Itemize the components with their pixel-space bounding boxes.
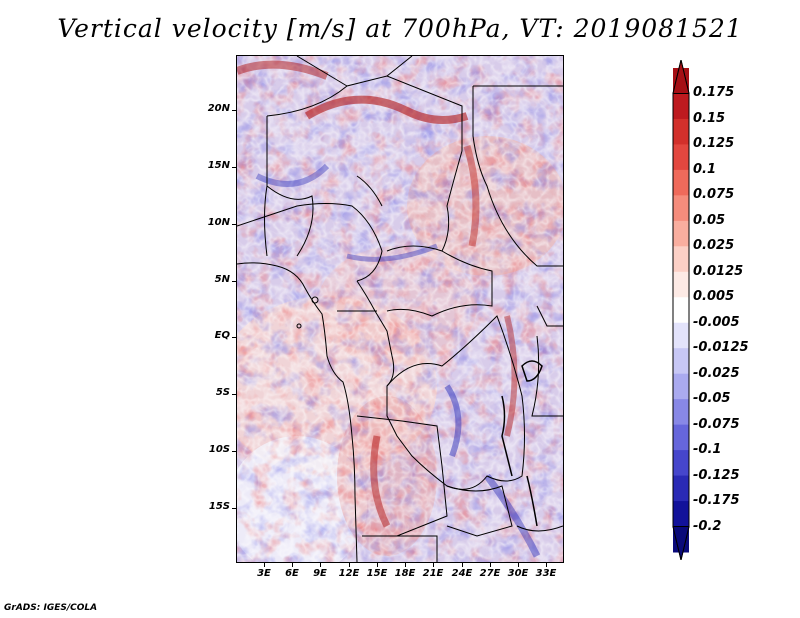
lon-tick	[264, 563, 265, 567]
colorbar-label: 0.005	[693, 289, 735, 305]
lon-tick	[462, 563, 463, 567]
lat-label: 15N	[207, 160, 230, 171]
lon-tick	[377, 563, 378, 567]
colorbar-segment	[673, 195, 689, 222]
lat-label: 5N	[214, 274, 230, 285]
colorbar-segment	[673, 246, 689, 273]
lat-label: EQ	[214, 330, 230, 341]
colorbar-segment	[673, 501, 689, 528]
lon-label: 21E	[422, 568, 444, 579]
colorbar-bottom-arrow	[672, 526, 690, 561]
colorbar-label: 0.025	[693, 238, 735, 254]
colorbar-segment	[673, 220, 689, 247]
colorbar-segment	[673, 450, 689, 477]
lat-label: 5S	[215, 387, 230, 398]
colorbar-label: -0.075	[693, 416, 740, 432]
lon-label: 18E	[394, 568, 416, 579]
velocity-map	[236, 55, 564, 563]
lat-label: 15S	[208, 501, 230, 512]
colorbar-label: 0.125	[693, 136, 735, 152]
lon-label: 3E	[257, 568, 271, 579]
colorbar-segment	[673, 169, 689, 196]
colorbar-label: 0.05	[693, 212, 726, 228]
colorbar-segment	[673, 475, 689, 502]
colorbar-segment	[673, 297, 689, 324]
colorbar-segment	[673, 373, 689, 400]
colorbar-label: -0.1	[693, 442, 722, 458]
colorbar-segment	[673, 322, 689, 349]
lon-label: 24E	[451, 568, 473, 579]
lon-label: 33E	[535, 568, 557, 579]
colorbar-segment	[673, 271, 689, 298]
colorbar-label: -0.175	[693, 493, 740, 509]
colorbar-label: 0.0125	[693, 263, 744, 279]
lat-tick	[232, 451, 236, 452]
lat-tick	[232, 110, 236, 111]
colorbar-top-arrow	[672, 59, 690, 94]
colorbar-label: -0.025	[693, 365, 740, 381]
lon-tick	[518, 563, 519, 567]
lon-tick	[292, 563, 293, 567]
lat-label: 20N	[207, 103, 230, 114]
lon-label: 12E	[338, 568, 360, 579]
lon-tick	[320, 563, 321, 567]
lon-tick	[349, 563, 350, 567]
grads-credit: GrADS: IGES/COLA	[4, 603, 98, 613]
lat-tick	[232, 281, 236, 282]
borders	[237, 56, 563, 562]
lat-label: 10S	[208, 444, 230, 455]
colorbar-segment	[673, 93, 689, 120]
lon-label: 6E	[285, 568, 299, 579]
colorbar-label: 0.15	[693, 110, 726, 126]
colorbar-segment	[673, 118, 689, 145]
lon-label: 9E	[313, 568, 327, 579]
lon-label: 30E	[507, 568, 529, 579]
lat-tick	[232, 508, 236, 509]
lon-tick	[490, 563, 491, 567]
colorbar-segment	[673, 144, 689, 171]
colorbar-label: 0.175	[693, 85, 735, 101]
lon-tick	[546, 563, 547, 567]
lat-tick	[232, 167, 236, 168]
colorbar-segment	[673, 348, 689, 375]
map-title: Vertical velocity [m/s] at 700hPa, VT: 2…	[57, 14, 743, 43]
lat-tick	[232, 224, 236, 225]
colorbar	[670, 59, 692, 561]
colorbar-label: -0.005	[693, 314, 740, 330]
lon-label: 15E	[366, 568, 388, 579]
colorbar-segment	[673, 424, 689, 451]
lon-tick	[405, 563, 406, 567]
lon-tick	[433, 563, 434, 567]
lat-label: 10N	[207, 217, 230, 228]
colorbar-label: 0.075	[693, 187, 735, 203]
colorbar-label: -0.2	[693, 518, 722, 534]
colorbar-label: -0.125	[693, 467, 740, 483]
colorbar-segment	[673, 399, 689, 426]
lat-tick	[232, 394, 236, 395]
colorbar-label: 0.1	[693, 161, 717, 177]
colorbar-label: -0.05	[693, 391, 731, 407]
colorbar-label: -0.0125	[693, 340, 749, 356]
lon-label: 27E	[479, 568, 501, 579]
lat-tick	[232, 337, 236, 338]
